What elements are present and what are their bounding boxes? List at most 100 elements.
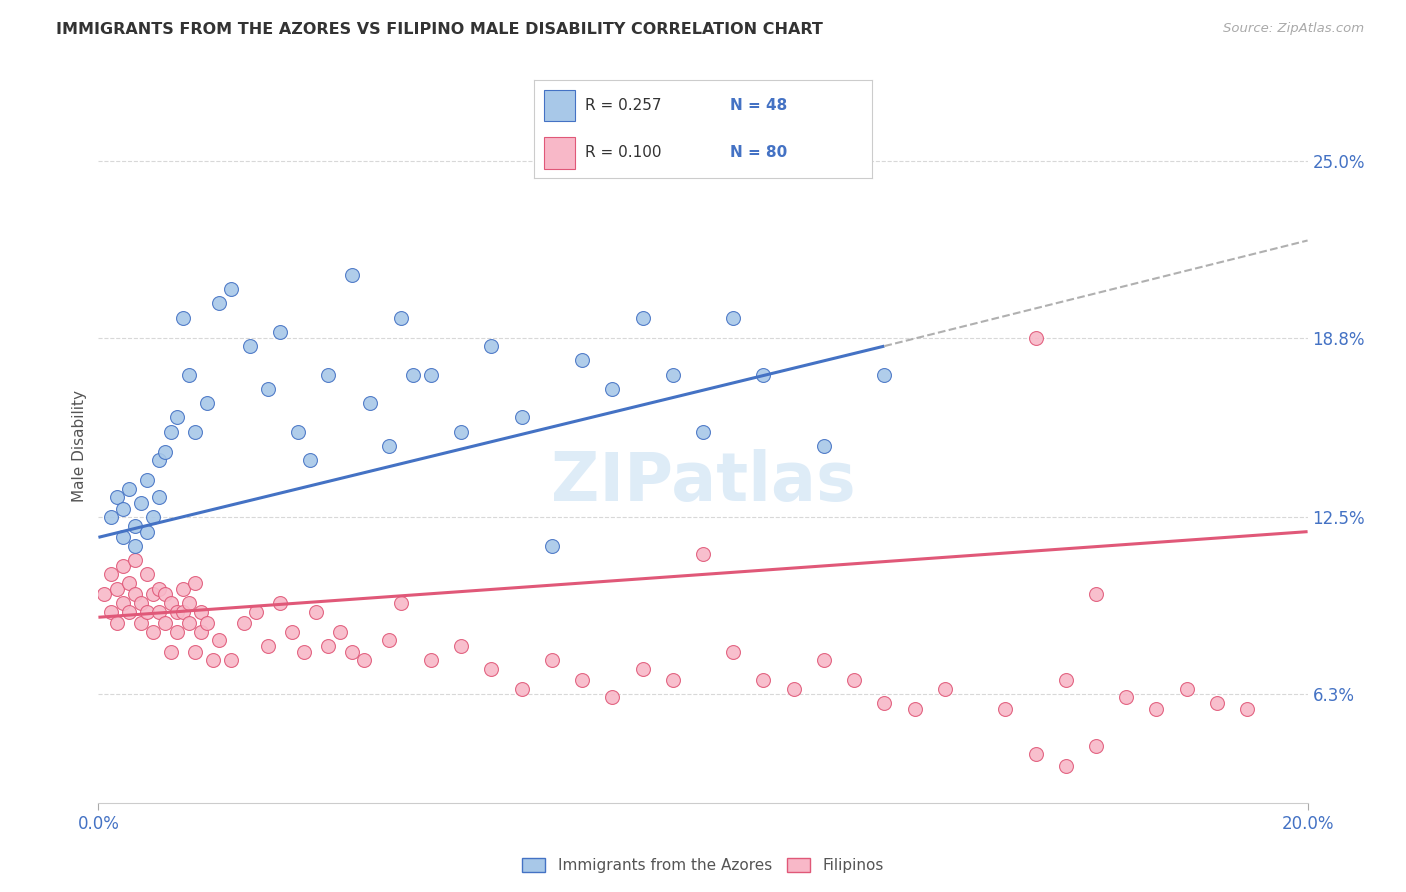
Bar <box>544 90 575 121</box>
Point <box>1206 696 1229 710</box>
Point <box>129 496 152 510</box>
Point <box>360 396 382 410</box>
Point <box>269 596 291 610</box>
Point <box>692 548 714 562</box>
Point <box>148 582 170 596</box>
Point <box>232 615 254 630</box>
Point <box>1115 690 1137 705</box>
Text: R = 0.257: R = 0.257 <box>585 98 661 113</box>
Point <box>245 605 267 619</box>
Point <box>148 605 170 619</box>
Text: IMMIGRANTS FROM THE AZORES VS FILIPINO MALE DISABILITY CORRELATION CHART: IMMIGRANTS FROM THE AZORES VS FILIPINO M… <box>56 22 823 37</box>
Point <box>450 639 472 653</box>
Point <box>124 519 146 533</box>
Point <box>1024 747 1046 762</box>
Point <box>172 582 194 596</box>
Point <box>195 615 218 630</box>
Point <box>377 439 399 453</box>
Point <box>221 282 243 296</box>
Point <box>135 567 157 582</box>
Point <box>172 310 194 325</box>
Bar <box>544 137 575 169</box>
Point <box>184 576 207 591</box>
Point <box>631 662 654 676</box>
Point <box>844 673 866 687</box>
Point <box>813 439 835 453</box>
Point <box>481 662 503 676</box>
Point <box>105 582 128 596</box>
Point <box>190 605 212 619</box>
Point <box>1175 681 1198 696</box>
Point <box>118 576 141 591</box>
Point <box>1054 758 1077 772</box>
Point <box>105 615 128 630</box>
Point <box>208 296 231 310</box>
Point <box>172 605 194 619</box>
Point <box>540 539 562 553</box>
Point <box>129 615 152 630</box>
Point <box>1236 701 1258 715</box>
Point <box>389 596 412 610</box>
Point <box>111 596 134 610</box>
Point <box>281 624 304 639</box>
Point <box>208 633 231 648</box>
Point <box>1085 739 1108 753</box>
Point <box>135 605 157 619</box>
Y-axis label: Male Disability: Male Disability <box>72 390 87 502</box>
Point <box>111 558 134 573</box>
Text: R = 0.100: R = 0.100 <box>585 145 661 161</box>
Point <box>195 396 218 410</box>
Point <box>723 644 745 658</box>
Point <box>662 368 685 382</box>
Point <box>1024 330 1046 344</box>
Point <box>153 587 176 601</box>
Point <box>179 596 201 610</box>
Text: N = 80: N = 80 <box>730 145 787 161</box>
Point <box>118 482 141 496</box>
Point <box>540 653 562 667</box>
Point <box>1085 587 1108 601</box>
Point <box>1054 673 1077 687</box>
Point <box>142 587 165 601</box>
Point <box>160 596 183 610</box>
Point <box>135 473 157 487</box>
Point <box>118 605 141 619</box>
Point <box>329 624 352 639</box>
Point <box>420 653 443 667</box>
Point <box>153 444 176 458</box>
Point <box>994 701 1017 715</box>
Point <box>353 653 375 667</box>
Point <box>142 624 165 639</box>
Point <box>160 425 183 439</box>
Text: N = 48: N = 48 <box>730 98 787 113</box>
Point <box>342 644 364 658</box>
Text: Source: ZipAtlas.com: Source: ZipAtlas.com <box>1223 22 1364 36</box>
Point <box>190 624 212 639</box>
Point <box>93 587 115 601</box>
Point <box>813 653 835 667</box>
Point <box>100 605 122 619</box>
Text: ZIPatlas: ZIPatlas <box>551 449 855 515</box>
Point <box>269 325 291 339</box>
Point <box>287 425 309 439</box>
Point <box>1144 701 1167 715</box>
Point <box>299 453 322 467</box>
Point <box>124 553 146 567</box>
Point <box>142 510 165 524</box>
Point <box>316 368 339 382</box>
Point <box>100 567 122 582</box>
Point <box>148 453 170 467</box>
Point <box>316 639 339 653</box>
Point <box>602 690 624 705</box>
Point <box>571 353 593 368</box>
Point <box>166 605 188 619</box>
Point <box>342 268 364 282</box>
Point <box>166 410 188 425</box>
Point <box>111 530 134 544</box>
Point <box>305 605 328 619</box>
Point <box>904 701 927 715</box>
Point <box>844 153 866 168</box>
Legend: Immigrants from the Azores, Filipinos: Immigrants from the Azores, Filipinos <box>515 850 891 880</box>
Point <box>510 681 533 696</box>
Point <box>420 368 443 382</box>
